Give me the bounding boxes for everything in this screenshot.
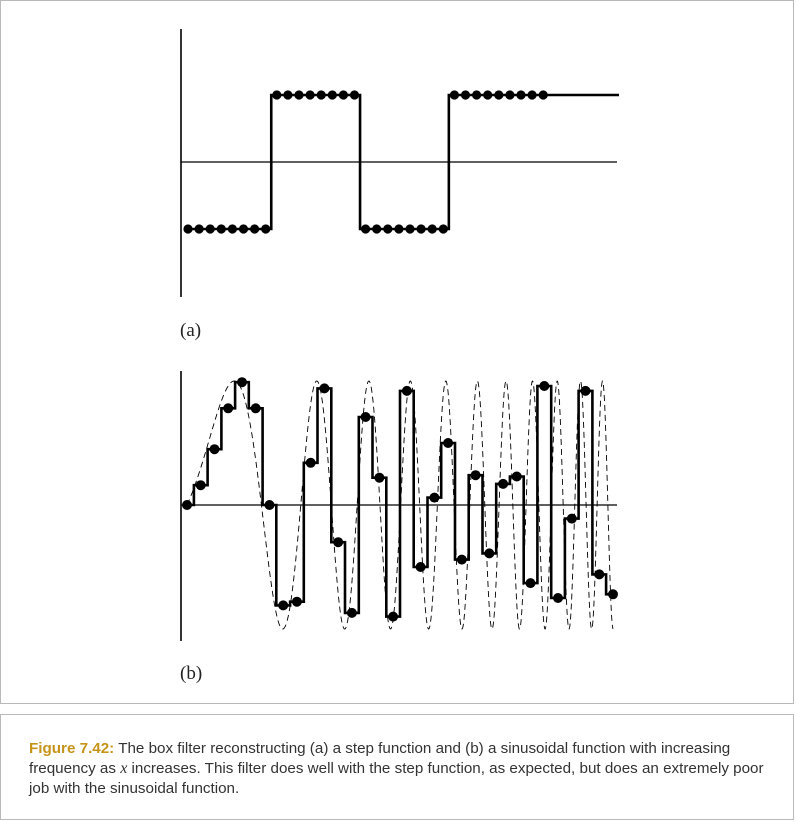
caption-text-2: increases. This filter does well with th…	[29, 760, 764, 797]
panel-b-sample-point	[484, 548, 495, 559]
panel-b-sample-points	[182, 377, 618, 622]
panel-a-sample-point	[272, 90, 282, 100]
panel-a-sample-point	[183, 224, 193, 234]
panel-b-sample-point	[401, 385, 412, 396]
panel-a-sample-point	[238, 224, 249, 234]
figure-caption: Figure 7.42: The box filter reconstructi…	[29, 739, 769, 799]
panel-a-sample-point	[372, 224, 382, 234]
panel-b-sample-point	[594, 569, 605, 580]
panel-b-sample-point	[305, 457, 316, 468]
panel-a-sample-point	[405, 224, 415, 234]
caption-variable: x	[120, 760, 128, 777]
panel-a-sample-point	[250, 224, 260, 234]
panel-a-sample-point	[505, 90, 515, 100]
panel-b-sample-point	[388, 611, 399, 622]
caption-text-1: The box filter reconstructing (a) a step…	[29, 740, 731, 777]
panel-a-sample-point	[449, 90, 459, 100]
panel-a-sample-point	[472, 90, 482, 100]
panel-b-label: (b)	[180, 663, 203, 684]
panel-b-sample-point	[553, 593, 563, 603]
panel-a-sample-point	[316, 90, 326, 100]
panel-b-sample-point	[264, 500, 275, 510]
panel-a-sample-point	[494, 90, 504, 100]
figure-number: Figure 7.42:	[29, 740, 115, 757]
panel-a-label: (a)	[180, 320, 202, 341]
panel-a-reconstruction-line	[188, 93, 619, 231]
panel-a-sample-point	[227, 224, 237, 234]
panel-a-sample-point	[394, 224, 404, 234]
panel-b-sample-point	[525, 578, 536, 589]
panel-b-sample-point	[237, 377, 247, 388]
panel-a-sample-point	[516, 90, 526, 100]
panel-b-sample-point	[429, 492, 440, 503]
panel-b-sinusoid-plot	[180, 371, 618, 641]
panel-b-sample-point	[195, 480, 206, 491]
panel-b-sample-point	[223, 403, 234, 414]
panel-b-sample-point	[511, 471, 522, 482]
panel-b-sample-point	[580, 385, 591, 396]
panel-a-sample-point	[327, 90, 337, 100]
panel-b-sample-point	[415, 562, 426, 572]
panel-a-sample-point	[483, 90, 493, 100]
panel-a-sample-point	[338, 90, 348, 100]
panel-a-sample-point	[416, 224, 426, 234]
panel-a-sample-point	[294, 90, 304, 100]
panel-b-sample-point	[209, 444, 220, 455]
panel-b-sample-point	[333, 537, 344, 548]
panel-b-sample-point	[456, 554, 467, 565]
panel-a-sample-points	[183, 90, 548, 234]
panel-b-reconstruction-line	[187, 380, 617, 618]
panel-b-sample-point	[346, 607, 357, 618]
panel-a-step-plot	[180, 29, 619, 297]
panel-b-sample-point	[291, 596, 302, 607]
panel-a-sample-point	[261, 224, 271, 234]
figure-panel: (a) (b)	[0, 0, 794, 704]
panel-b-sample-point	[250, 403, 261, 414]
panel-a-sample-point	[361, 224, 371, 234]
panel-a-sample-point	[349, 90, 360, 100]
panel-b-sample-point	[498, 478, 509, 489]
panel-a-sample-point	[538, 90, 548, 100]
panel-b-sample-point	[470, 470, 481, 481]
panel-b-sample-point	[278, 600, 289, 611]
panel-b-sample-point	[374, 472, 385, 483]
figure-plots	[180, 29, 619, 641]
panel-b-sample-point	[319, 383, 330, 394]
panel-b-sample-point	[182, 500, 192, 510]
panel-a-sample-point	[438, 224, 448, 234]
panel-b-sample-point	[566, 513, 577, 524]
panel-a-sample-point	[305, 90, 315, 100]
panel-b-sample-point	[360, 412, 371, 422]
panel-a-sample-point	[216, 224, 226, 234]
panel-a-sample-point	[427, 224, 437, 234]
panel-b-sample-point	[443, 438, 454, 448]
panel-a-sample-point	[194, 224, 204, 234]
panel-b-sample-point	[608, 589, 618, 600]
panel-a-sample-point	[383, 224, 393, 234]
panel-a-sample-point	[205, 224, 215, 234]
panel-a-sample-point	[283, 90, 293, 100]
caption-panel: Figure 7.42: The box filter reconstructi…	[0, 714, 794, 820]
panel-a-sample-point	[527, 90, 537, 100]
panel-a-sample-point	[460, 90, 471, 100]
panel-b-sample-point	[539, 381, 550, 391]
